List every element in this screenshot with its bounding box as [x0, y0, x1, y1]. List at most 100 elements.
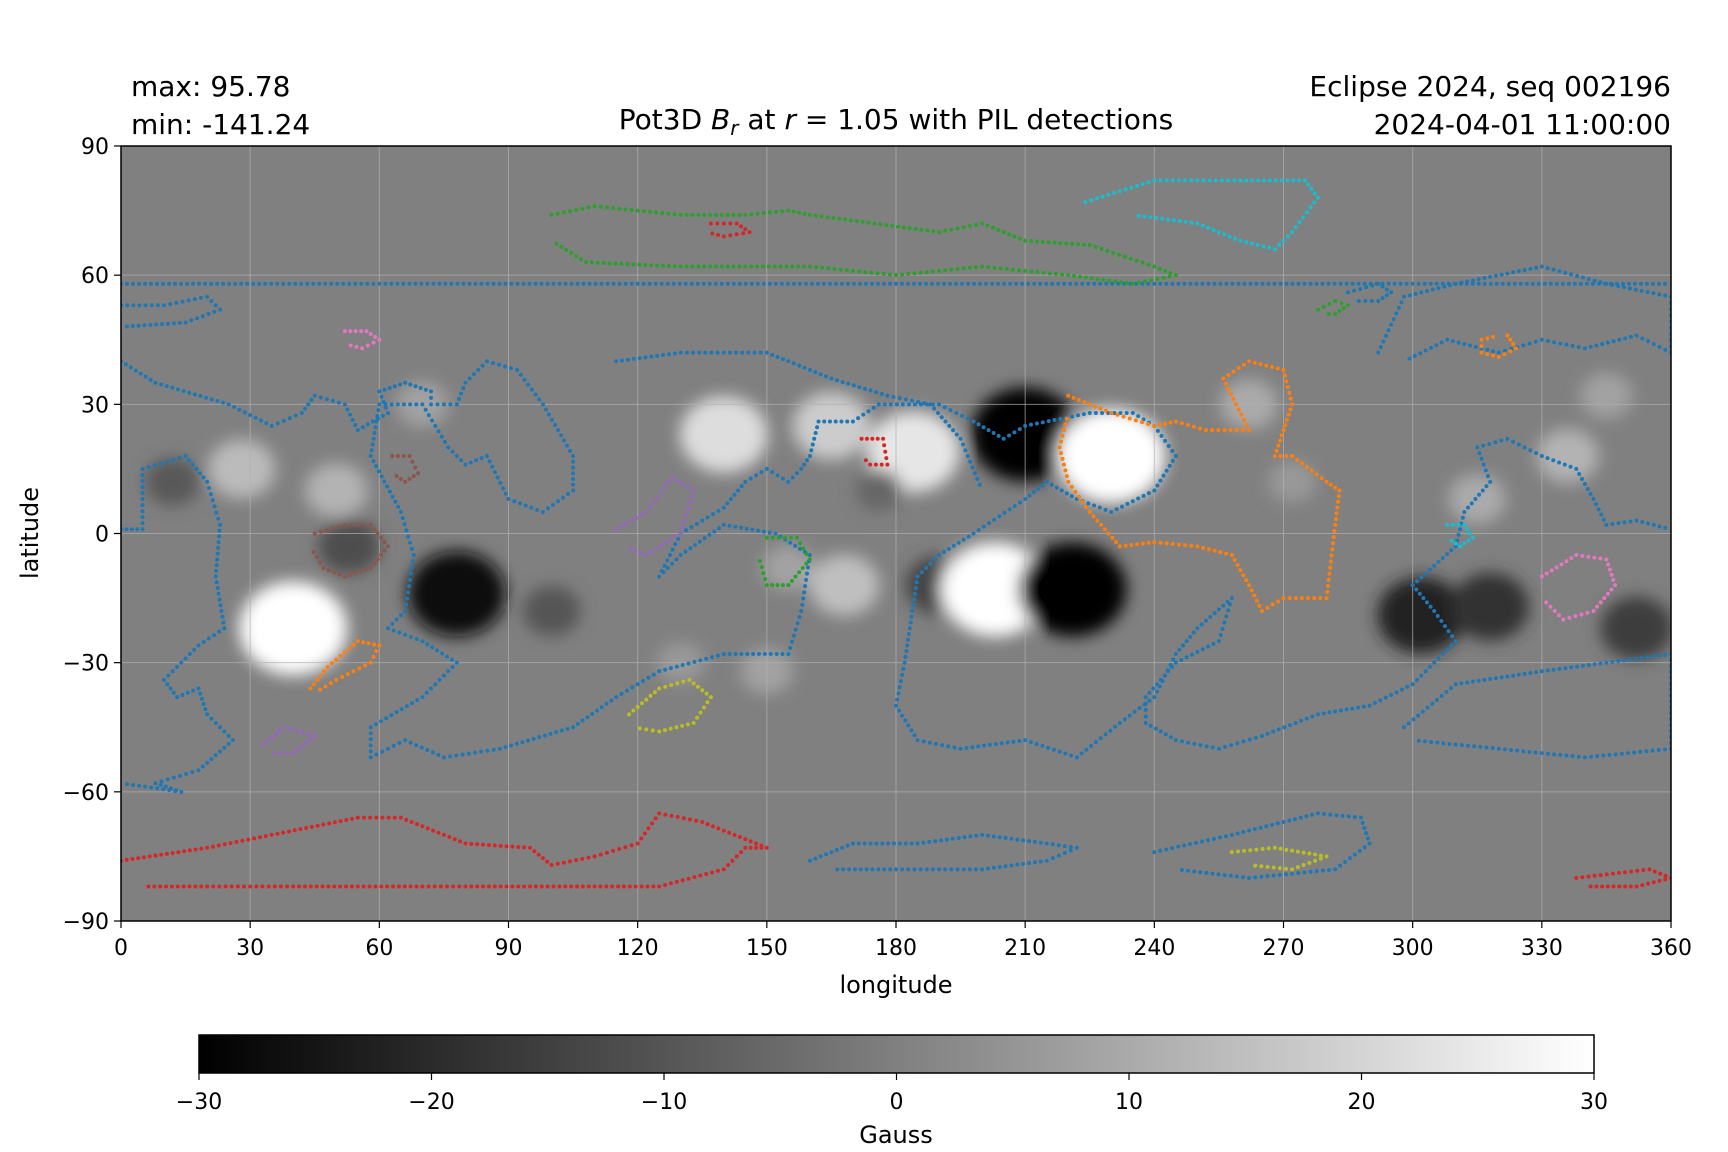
pil-point: [874, 390, 879, 395]
x-tick-label: 150: [746, 936, 788, 961]
pil-point: [1641, 868, 1646, 873]
pil-point: [786, 583, 791, 588]
pil-point: [1236, 407, 1241, 412]
pil-point: [549, 212, 554, 217]
pil-point: [687, 817, 692, 822]
pil-point: [140, 466, 145, 471]
pil-point: [657, 811, 662, 816]
pil-point: [1418, 351, 1423, 356]
pil-point: [136, 856, 141, 861]
pil-point: [1308, 205, 1313, 210]
pil-point: [1512, 281, 1517, 286]
colorbar-label: Gauss: [859, 1121, 933, 1149]
pil-point: [914, 580, 919, 585]
pil-point: [1481, 462, 1486, 467]
pil-point: [973, 222, 978, 227]
pil-point: [402, 522, 407, 527]
pil-point: [860, 219, 865, 224]
pil-point: [142, 323, 147, 328]
pil-point: [368, 725, 373, 730]
pil-point: [372, 527, 377, 532]
pil-point: [203, 707, 208, 712]
pil-point: [1352, 815, 1357, 820]
pil-point: [368, 755, 373, 760]
pil-point: [1554, 565, 1559, 570]
pil-point: [737, 281, 742, 286]
pil-point: [1252, 593, 1257, 598]
pil-point: [1278, 846, 1283, 851]
pil-point: [832, 267, 837, 272]
pil-point: [1663, 877, 1668, 882]
pil-point: [574, 254, 579, 259]
pil-point: [1558, 752, 1563, 757]
pil-point: [1610, 871, 1615, 876]
pil-point: [1142, 214, 1147, 219]
pil-point: [233, 281, 238, 286]
pil-point: [1598, 873, 1603, 878]
pil-point: [1272, 454, 1277, 458]
pil-point: [1633, 656, 1638, 661]
pil-point: [486, 884, 491, 889]
pil-point: [242, 884, 247, 889]
pil-point: [220, 614, 225, 619]
x-tick-label: 240: [1133, 936, 1175, 961]
pil-point: [362, 663, 367, 668]
pil-point: [320, 884, 325, 889]
pil-point: [924, 281, 929, 286]
pil-point: [1140, 420, 1145, 425]
pil-point: [1444, 690, 1449, 695]
pil-point: [1087, 402, 1092, 407]
pil-point: [1628, 884, 1633, 889]
pil-point: [1310, 812, 1315, 817]
pil-point: [1188, 281, 1193, 286]
pil-point: [545, 859, 550, 864]
pil-point: [1470, 679, 1475, 684]
pil-point: [265, 739, 270, 744]
pil-point: [1221, 376, 1226, 381]
pil-point: [625, 357, 630, 362]
pil-point: [429, 395, 433, 400]
pil-point: [1204, 428, 1208, 433]
pil-point: [592, 854, 597, 859]
pil-point: [354, 344, 359, 349]
pil-point: [1195, 649, 1200, 654]
pil-point: [780, 583, 785, 588]
pil-point: [1663, 525, 1668, 530]
pil-point: [684, 513, 689, 518]
pil-point: [1094, 196, 1099, 201]
pil-point: [888, 867, 893, 872]
pil-point: [791, 281, 796, 286]
pil-point: [906, 631, 911, 636]
pil-point: [694, 818, 699, 823]
pil-point: [398, 815, 403, 820]
pil-point: [1544, 571, 1549, 576]
pil-point: [1419, 575, 1424, 580]
pil-point: [748, 845, 753, 850]
pil-point: [744, 526, 749, 531]
pil-point: [1278, 281, 1283, 286]
pil-point: [377, 389, 382, 394]
pil-point: [599, 281, 604, 286]
pil-point: [665, 565, 670, 570]
pil-point: [845, 281, 850, 286]
pil-point: [1449, 643, 1454, 648]
pil-point: [1545, 338, 1550, 343]
pil-point: [764, 350, 769, 355]
pil-point: [728, 221, 733, 226]
pil-point: [689, 281, 694, 286]
pil-point: [1528, 448, 1533, 453]
pil-point: [1364, 831, 1369, 836]
pil-point: [1254, 847, 1259, 852]
pil-point: [708, 264, 713, 269]
pil-point: [130, 857, 135, 861]
pil-point: [545, 281, 550, 286]
pil-point: [1298, 815, 1303, 820]
pil-point: [383, 405, 388, 410]
pil-point: [708, 695, 713, 700]
pil-point: [1259, 733, 1264, 738]
pil-point: [192, 647, 197, 652]
pil-point: [1113, 724, 1118, 729]
pil-point: [932, 406, 937, 411]
pil-point: [1575, 273, 1580, 278]
pil-point: [1499, 438, 1504, 443]
